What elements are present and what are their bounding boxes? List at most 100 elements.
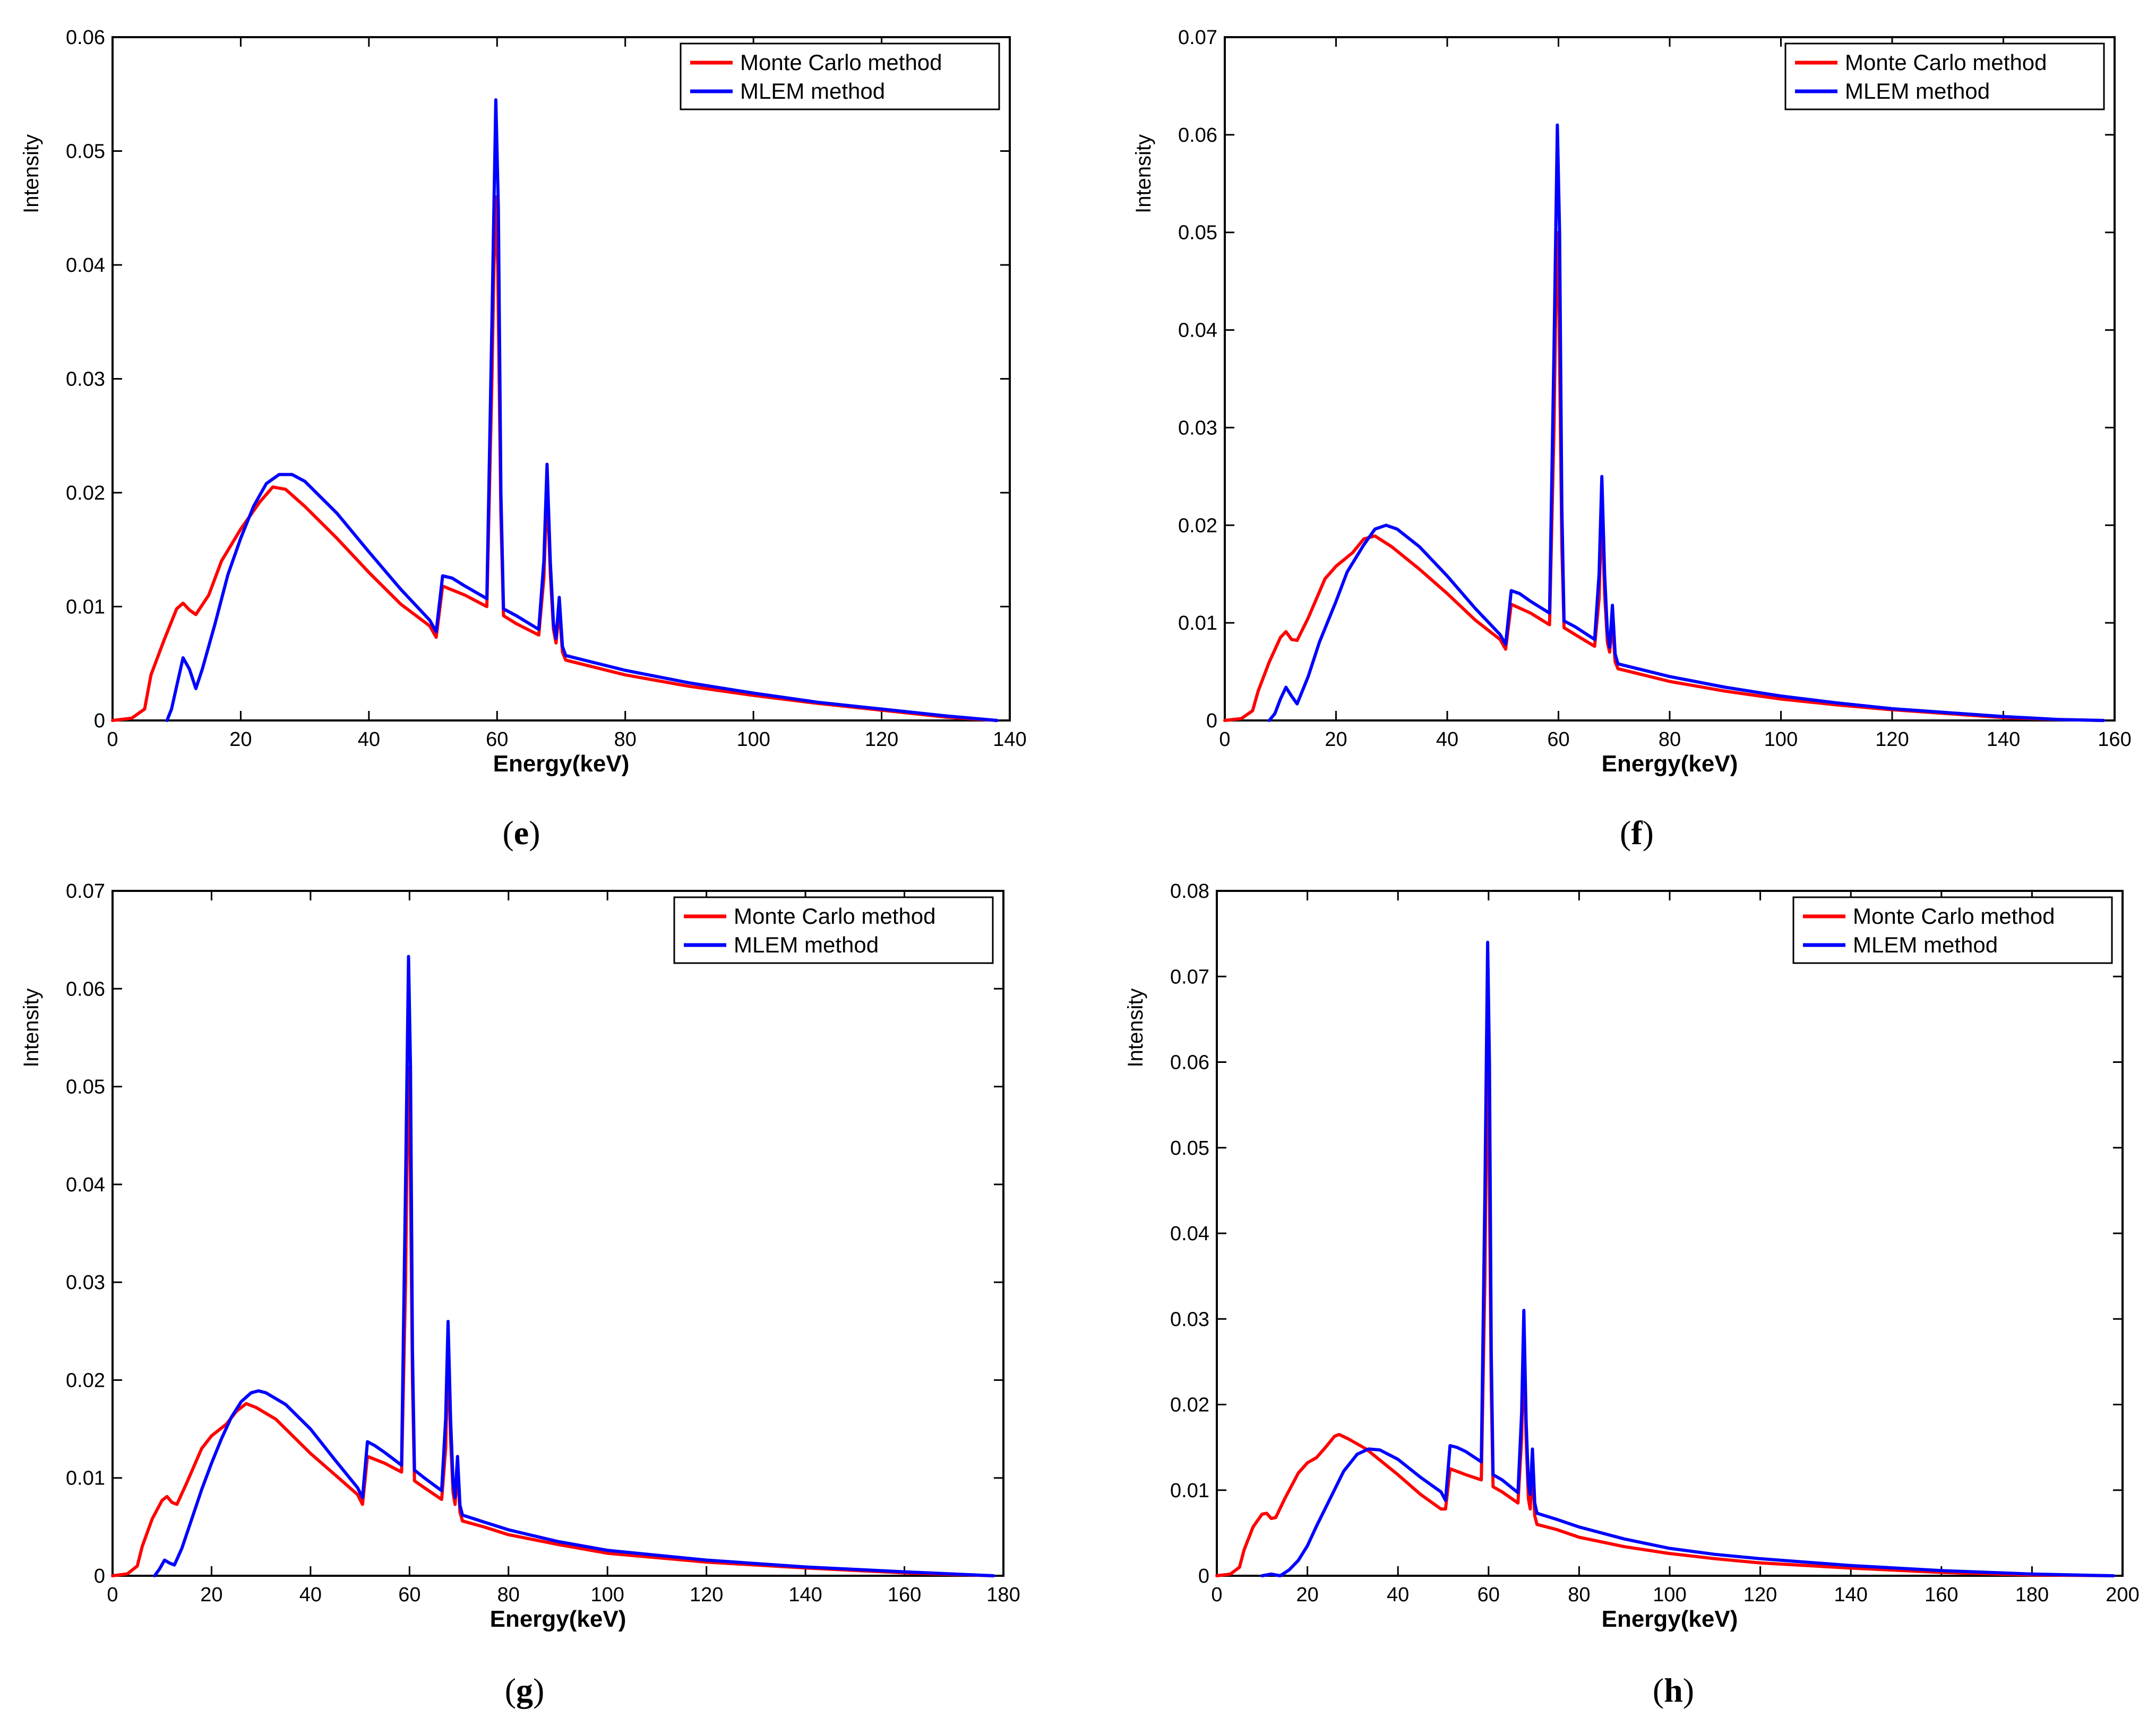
y-tick-label: 0.04 — [1178, 320, 1217, 342]
x-tick-label: 0 — [107, 728, 118, 751]
chart-panel-e: 0 20 40 60 80 100 120 140 0 0.01 0.02 0.03 0.04 0.05 0… — [20, 27, 1027, 852]
series-line-mlem — [1267, 123, 2106, 722]
x-axis-title: Energy(keV) — [1602, 1606, 1738, 1632]
x-tick-label: 80 — [1659, 728, 1681, 751]
x-axis-title: Energy(keV) — [493, 751, 630, 777]
series-line-mlem — [1260, 940, 2115, 1577]
y-tick-label: 0.01 — [66, 596, 105, 619]
y-tick-label: 0.05 — [1170, 1137, 1209, 1160]
x-tick-label: 200 — [2106, 1584, 2139, 1606]
legend-label-monte-carlo: Monte Carlo method — [1845, 50, 2047, 75]
y-tick-label: 0.02 — [66, 1369, 105, 1392]
y-tick-label: 0.07 — [1170, 966, 1209, 988]
x-tick-label: 20 — [200, 1584, 222, 1606]
series-line-monte-carlo — [111, 195, 999, 722]
y-tick-label: 0.05 — [1178, 222, 1217, 244]
y-tick-label: 0.05 — [66, 1076, 105, 1098]
x-tick-label: 60 — [1478, 1584, 1500, 1606]
legend-label-mlem: MLEM method — [1845, 79, 1990, 104]
caption-open: ( — [505, 1671, 516, 1709]
plot-frame — [111, 890, 1004, 1577]
legend: Monte Carlo method MLEM method — [680, 42, 1000, 110]
panel-caption: (e) — [502, 814, 540, 852]
y-tick-label: 0.01 — [1170, 1480, 1209, 1502]
series-line-mlem — [153, 955, 995, 1577]
x-tick-label: 100 — [1653, 1584, 1686, 1606]
caption-close: ) — [529, 814, 540, 852]
legend-box — [1792, 896, 2113, 964]
legend-label-monte-carlo: Monte Carlo method — [1853, 904, 2055, 929]
legend-label-mlem: MLEM method — [734, 932, 879, 957]
x-tick-label: 0 — [1219, 728, 1230, 751]
x-tick-label: 180 — [2015, 1584, 2049, 1606]
caption-open: ( — [1653, 1671, 1664, 1709]
y-tick-label: 0 — [1206, 710, 1217, 732]
legend-label-monte-carlo: Monte Carlo method — [734, 904, 936, 929]
y-tick-label: 0.03 — [66, 1272, 105, 1294]
x-tick-label: 100 — [736, 728, 770, 751]
caption-close: ) — [533, 1671, 544, 1709]
y-axis-title: Intensity — [20, 989, 43, 1068]
x-axis-title: Energy(keV) — [490, 1606, 626, 1632]
x-tick-label: 60 — [1547, 728, 1569, 751]
y-tick-label: 0.06 — [66, 978, 105, 1000]
x-tick-label: 120 — [690, 1584, 723, 1606]
legend: Monte Carlo method MLEM method — [1792, 896, 2113, 964]
x-tick-label: 160 — [1925, 1584, 1958, 1606]
x-tick-label: 0 — [1211, 1584, 1222, 1606]
y-tick-label: 0.06 — [1170, 1052, 1209, 1074]
legend-label-mlem: MLEM method — [1853, 932, 1998, 957]
legend-label-monte-carlo: Monte Carlo method — [740, 50, 942, 75]
y-tick-label: 0 — [94, 710, 105, 732]
x-tick-label: 20 — [1325, 728, 1347, 751]
x-tick-label: 40 — [1387, 1584, 1409, 1606]
y-tick-label: 0.03 — [66, 368, 105, 391]
panel-caption: (h) — [1653, 1671, 1694, 1709]
x-tick-label: 160 — [2098, 728, 2131, 751]
legend-box — [1784, 42, 2105, 110]
x-tick-label: 60 — [398, 1584, 420, 1606]
series-line-mlem — [165, 98, 999, 722]
y-tick-label: 0.01 — [66, 1467, 105, 1490]
x-tick-label: 80 — [1568, 1584, 1590, 1606]
x-tick-label: 100 — [591, 1584, 624, 1606]
chart-panel-g: 0 20 40 60 80 100 120 140 160 180 0 0.01 0.02 0.03 0.0… — [20, 880, 1020, 1709]
legend-box — [680, 42, 1000, 110]
x-tick-label: 180 — [986, 1584, 1020, 1606]
y-tick-label: 0.03 — [1178, 417, 1217, 439]
caption-close: ) — [1683, 1671, 1694, 1709]
caption-letter: f — [1631, 814, 1643, 852]
y-tick-label: 0.02 — [1170, 1394, 1209, 1416]
y-tick-label: 0.06 — [1178, 124, 1217, 147]
y-tick-label: 0.02 — [1178, 514, 1217, 537]
y-tick-label: 0.04 — [66, 254, 105, 277]
x-tick-label: 0 — [107, 1584, 118, 1606]
caption-letter: e — [514, 814, 529, 852]
x-tick-label: 120 — [1743, 1584, 1777, 1606]
y-tick-label: 0.02 — [66, 482, 105, 504]
x-tick-label: 160 — [888, 1584, 921, 1606]
x-tick-label: 40 — [1436, 728, 1458, 751]
chart-panel-f: 0 20 40 60 80 100 120 140 160 0 0.01 0.02 0.03 0.04 0.… — [1132, 27, 2132, 852]
y-tick-label: 0.08 — [1170, 880, 1209, 903]
caption-close: ) — [1643, 814, 1654, 852]
x-tick-label: 80 — [614, 728, 637, 751]
x-tick-label: 20 — [1296, 1584, 1318, 1606]
legend-label-mlem: MLEM method — [740, 79, 885, 104]
caption-open: ( — [1620, 814, 1631, 852]
x-tick-label: 80 — [497, 1584, 520, 1606]
x-tick-label: 140 — [1834, 1584, 1867, 1606]
y-tick-label: 0.06 — [66, 27, 105, 49]
x-tick-label: 140 — [1987, 728, 2020, 751]
chart-panel-h: 0 20 40 60 80 100 120 140 160 180 200 0 0.01 0.02 0.03… — [1124, 880, 2140, 1709]
series-line-monte-carlo — [111, 1065, 995, 1577]
x-tick-label: 40 — [358, 728, 380, 751]
x-tick-label: 140 — [788, 1584, 822, 1606]
x-tick-label: 120 — [865, 728, 898, 751]
caption-letter: h — [1664, 1671, 1683, 1709]
legend: Monte Carlo method MLEM method — [673, 896, 994, 964]
y-tick-label: 0 — [94, 1565, 105, 1587]
caption-letter: g — [516, 1671, 533, 1709]
x-tick-label: 120 — [1875, 728, 1909, 751]
